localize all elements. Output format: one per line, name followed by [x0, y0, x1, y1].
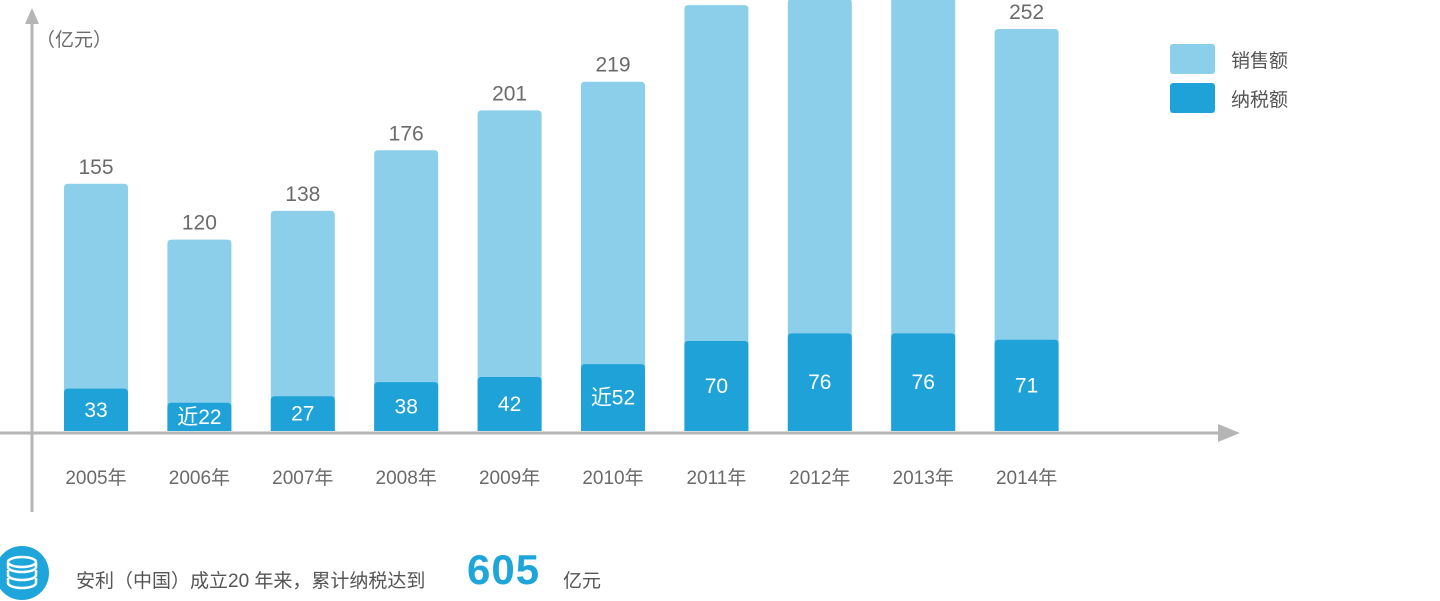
y-axis-arrow	[25, 8, 39, 24]
label-tax-6: 70	[705, 375, 728, 398]
label-tax-7: 76	[808, 371, 831, 394]
bar-sales-1	[167, 240, 231, 431]
label-sales-5: 219	[595, 54, 630, 77]
x-tick-label-5: 2010年	[582, 467, 643, 489]
label-sales-1: 120	[182, 212, 217, 235]
x-tick-label-1: 2006年	[169, 467, 230, 489]
footer-amount: 605	[467, 546, 540, 594]
legend: 销售额 纳税额	[1170, 44, 1288, 122]
footer-unit: 亿元	[563, 566, 601, 593]
x-tick-label-8: 2013年	[893, 467, 954, 489]
label-sales-4: 201	[492, 82, 527, 105]
label-tax-9: 71	[1015, 374, 1038, 397]
label-sales-3: 176	[389, 122, 424, 145]
y-axis-label: （亿元）	[36, 29, 112, 51]
legend-item-sales: 销售额	[1170, 44, 1288, 74]
label-tax-4: 42	[498, 393, 521, 416]
x-tick-label-2: 2007年	[272, 467, 333, 489]
legend-item-tax: 纳税额	[1170, 83, 1288, 113]
label-sales-0: 155	[78, 156, 113, 179]
label-sales-9: 252	[1009, 1, 1044, 24]
legend-swatch-sales	[1170, 44, 1215, 74]
label-sales-2: 138	[285, 183, 320, 206]
footer-note: 安利（中国）成立20 年来，累计纳税达到 605 亿元	[0, 541, 720, 596]
label-tax-0: 33	[84, 399, 107, 422]
label-tax-3: 38	[395, 396, 418, 419]
label-tax-2: 27	[291, 403, 314, 426]
label-tax-8: 76	[912, 371, 935, 394]
x-tick-label-0: 2005年	[65, 467, 126, 489]
coin-stack-icon	[0, 545, 50, 601]
legend-swatch-tax	[1170, 83, 1215, 113]
x-tick-label-6: 2011年	[686, 467, 746, 489]
x-tick-label-4: 2009年	[479, 467, 540, 489]
label-tax-5: 近52	[591, 387, 635, 410]
x-tick-label-9: 2014年	[996, 467, 1057, 489]
legend-label-sales: 销售额	[1231, 46, 1288, 73]
legend-label-tax: 纳税额	[1231, 85, 1288, 112]
x-axis-arrow	[1218, 424, 1240, 442]
x-tick-label-7: 2012年	[789, 467, 850, 489]
x-tick-label-3: 2008年	[376, 467, 437, 489]
footer-text: 安利（中国）成立20 年来，累计纳税达到	[76, 566, 425, 593]
label-tax-1: 近22	[177, 406, 221, 429]
bars-group: 155 33 2005年 120 近22 2006年 138 27 2007年 176 38 2008…	[64, 0, 1059, 489]
